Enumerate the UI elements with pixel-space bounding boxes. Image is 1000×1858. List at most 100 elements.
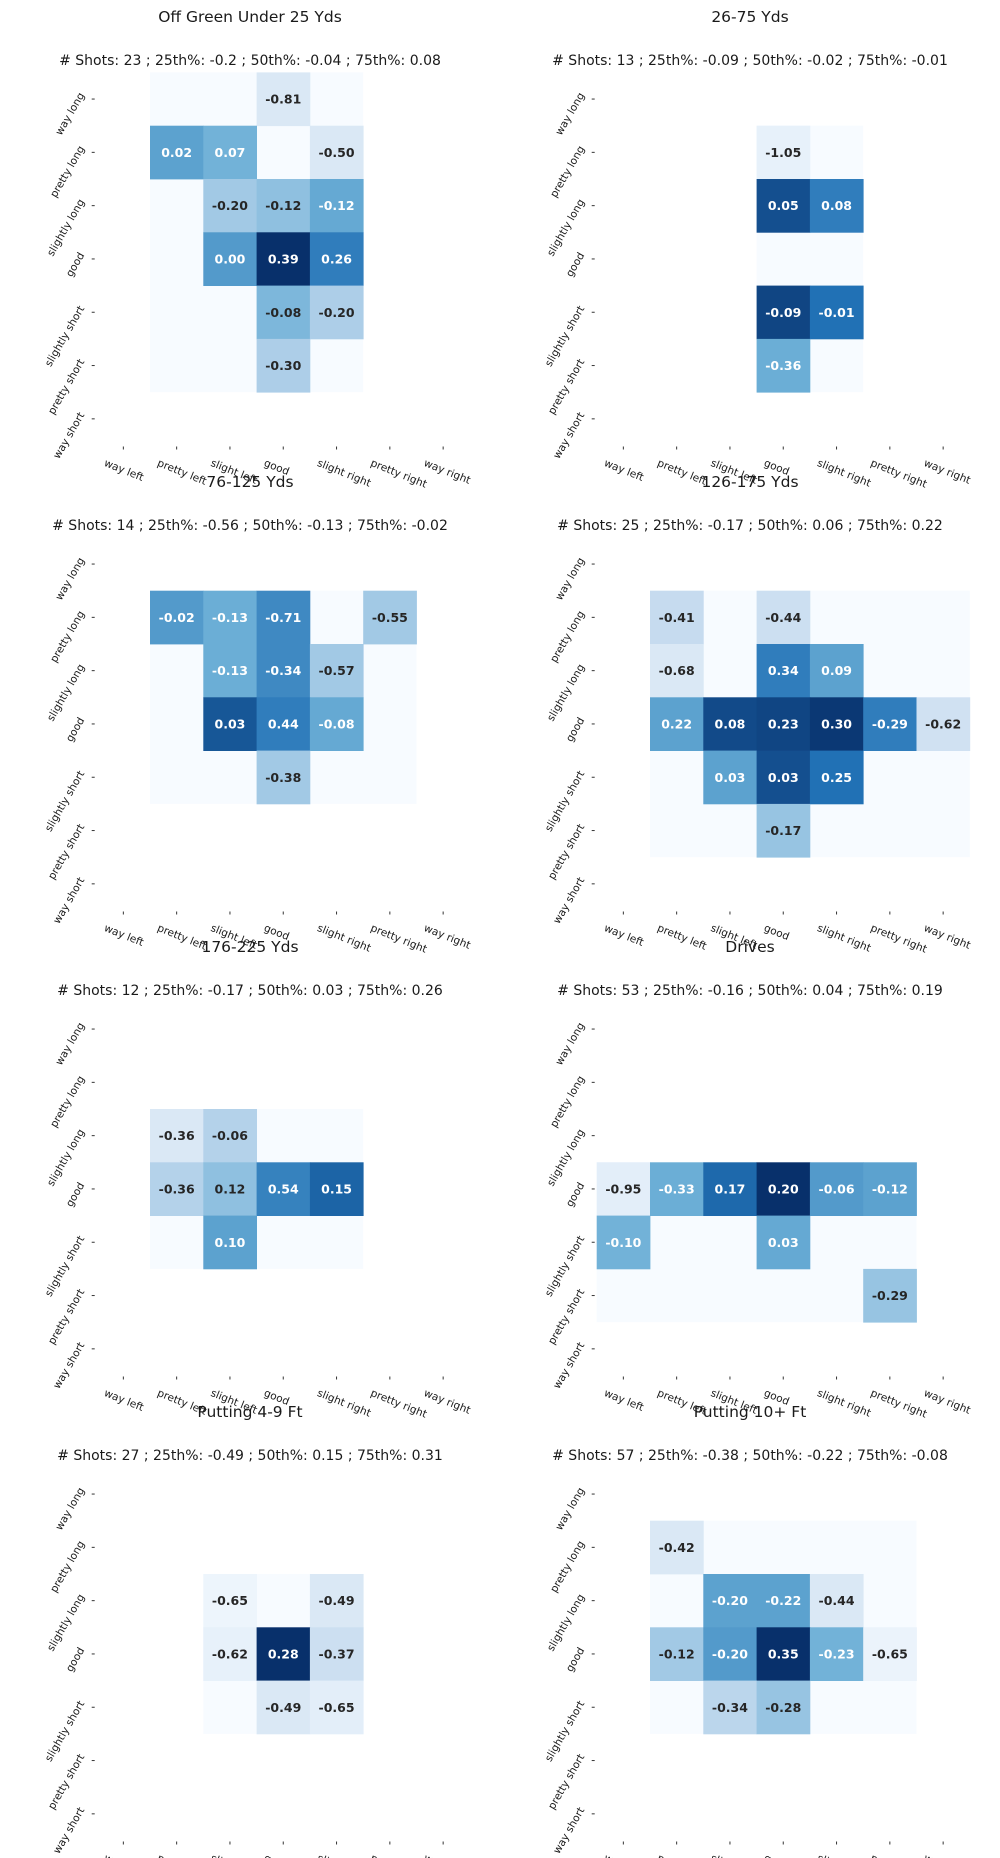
y-tick-label: way short xyxy=(551,1805,587,1856)
cell-value-label: 0.07 xyxy=(215,145,246,160)
heatmap-cell xyxy=(809,1574,864,1628)
cell-value-label: -0.34 xyxy=(712,1700,748,1715)
heatmap-cell xyxy=(809,1162,864,1216)
y-tick-label: way long xyxy=(553,1486,587,1533)
heatmap-cell xyxy=(703,750,757,805)
heatmap-cell xyxy=(703,1162,757,1216)
heatmap-cell xyxy=(756,590,811,645)
cell-value-label: 0.44 xyxy=(268,716,299,731)
heatmap-cell xyxy=(309,179,364,233)
cell-value-label: -0.30 xyxy=(265,358,301,373)
cell-value-label: -0.23 xyxy=(819,1646,855,1661)
cell-value-label: -0.13 xyxy=(212,663,248,678)
cell-value-label: -0.20 xyxy=(319,305,355,320)
heatmap-cell xyxy=(203,590,257,645)
heatmap-panel: 126-175 Yds # Shots: 25 ; 25th%: -0.17 ; … xyxy=(500,465,1000,956)
cell-value-label: 0.28 xyxy=(268,1646,299,1661)
chart-subtitle: # Shots: 25 ; 25th%: -0.17 ; 50th%: 0.06… xyxy=(557,518,943,534)
chart-subtitle: # Shots: 53 ; 25th%: -0.16 ; 50th%: 0.04… xyxy=(557,983,943,999)
x-tick-label: pretty right xyxy=(869,1852,929,1858)
cell-value-label: 0.25 xyxy=(821,770,852,785)
y-tick-label: way long xyxy=(553,91,587,138)
y-tick-label: pretty long xyxy=(48,1539,87,1595)
heatmap-cell xyxy=(309,125,364,180)
cell-value-label: -0.12 xyxy=(872,1181,908,1196)
cell-value-label: -0.12 xyxy=(659,1646,695,1661)
cell-value-label: -0.29 xyxy=(872,716,908,731)
heatmap-svg: 26-75 Yds # Shots: 13 ; 25th%: -0.09 ; 50… xyxy=(543,8,972,491)
cell-value-label: 0.03 xyxy=(715,770,746,785)
y-tick-label: good xyxy=(564,1645,587,1674)
cell-value-label: -0.36 xyxy=(765,358,801,373)
heatmap-cell xyxy=(809,697,864,751)
x-tick-label: slight left xyxy=(709,1852,759,1858)
cell-value-label: -0.01 xyxy=(819,305,855,320)
cell-value-label: -0.02 xyxy=(159,610,195,625)
heatmap-cell xyxy=(309,644,364,698)
chart-title: Drives xyxy=(725,938,774,956)
y-tick-label: slightly long xyxy=(45,197,87,258)
heatmap-cell xyxy=(756,125,811,180)
cell-value-label: -0.13 xyxy=(212,610,248,625)
y-tick-label: good xyxy=(564,715,587,744)
cell-value-label: -0.62 xyxy=(212,1646,248,1661)
heatmap-cell xyxy=(809,1627,864,1681)
cell-value-label: 0.09 xyxy=(821,663,852,678)
x-tick-label: slight right xyxy=(815,1852,872,1858)
heatmap-cell xyxy=(256,285,311,340)
y-tick-label: way long xyxy=(553,1021,587,1068)
x-tick-label: slight left xyxy=(209,1852,259,1858)
heatmap-svg: Drives # Shots: 53 ; 25th%: -0.16 ; 50th%… xyxy=(543,938,972,1421)
y-tick-label: good xyxy=(64,715,87,744)
heatmap-cell xyxy=(363,590,417,645)
heatmap-cell xyxy=(596,1215,651,1270)
x-tick-label: way right xyxy=(922,1852,972,1858)
heatmap-cell xyxy=(863,1268,917,1323)
cell-value-label: 0.03 xyxy=(215,716,246,731)
cell-value-label: 0.02 xyxy=(161,145,192,160)
heatmap-panel: 26-75 Yds # Shots: 13 ; 25th%: -0.09 ; 50… xyxy=(500,0,1000,491)
chart-subtitle: # Shots: 23 ; 25th%: -0.2 ; 50th%: -0.04… xyxy=(59,53,441,69)
cell-value-label: -0.20 xyxy=(212,198,248,213)
y-tick-label: pretty long xyxy=(548,609,587,665)
cell-value-label: 0.34 xyxy=(768,663,799,678)
cell-value-label: -0.44 xyxy=(819,1593,855,1608)
heatmap-cell xyxy=(150,590,204,645)
heatmap-cell xyxy=(756,285,811,340)
y-tick-label: way long xyxy=(53,1021,87,1068)
heatmap-cell xyxy=(256,1680,311,1735)
heatmap-cell xyxy=(309,285,364,340)
cell-value-label: -0.36 xyxy=(159,1181,195,1196)
cell-value-label: -0.28 xyxy=(765,1700,801,1715)
heatmap-cell xyxy=(203,1109,257,1163)
heatmap-cell xyxy=(309,697,364,751)
heatmap-panel: Off Green Under 25 Yds # Shots: 23 ; 25th… xyxy=(0,0,500,491)
heatmap-panel: Putting 4-9 Ft # Shots: 27 ; 25th%: -0.49… xyxy=(0,1395,500,1858)
cell-value-label: -0.37 xyxy=(319,1646,355,1661)
y-tick-label: slightly long xyxy=(545,1592,587,1653)
heatmap-cell xyxy=(863,1627,917,1681)
heatmap-cell xyxy=(809,179,864,233)
cell-value-label: -0.08 xyxy=(319,716,355,731)
y-tick-label: way short xyxy=(51,1805,87,1856)
heatmap-cell xyxy=(256,697,311,751)
y-tick-label: slightly short xyxy=(43,1699,87,1764)
y-tick-label: slightly short xyxy=(543,1699,587,1764)
y-tick-label: slightly long xyxy=(45,1592,87,1653)
heatmap-cell xyxy=(256,590,311,645)
chart-subtitle: # Shots: 57 ; 25th%: -0.38 ; 50th%: -0.2… xyxy=(552,1448,948,1464)
y-tick-label: slightly short xyxy=(543,304,587,369)
y-tick-label: way short xyxy=(51,1340,87,1391)
heatmap-svg: Putting 10+ Ft # Shots: 57 ; 25th%: -0.38… xyxy=(543,1403,972,1858)
heatmap-cell xyxy=(756,697,811,751)
heatmap-cell xyxy=(703,697,757,751)
heatmap-cell xyxy=(256,72,311,127)
heatmap-cell xyxy=(309,232,364,286)
y-tick-label: slightly short xyxy=(43,769,87,834)
heatmap-cell xyxy=(756,1162,811,1216)
heatmap-cell xyxy=(650,697,704,751)
heatmap-cell xyxy=(756,644,811,698)
y-tick-label: good xyxy=(564,250,587,279)
cell-value-label: -0.36 xyxy=(159,1128,195,1143)
cell-value-label: -0.71 xyxy=(265,610,301,625)
